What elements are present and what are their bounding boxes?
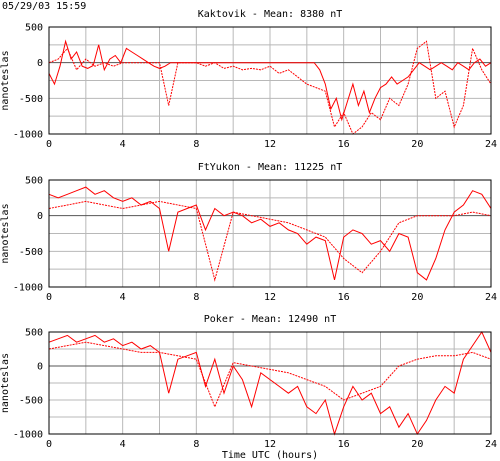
- plot-frame: [48, 179, 492, 288]
- x-tick-label: 24: [485, 439, 497, 450]
- x-tick-label: 12: [264, 292, 276, 303]
- y-tick-label: -500: [19, 247, 43, 258]
- x-tick-label: 12: [264, 439, 276, 450]
- y-axis-label: nanoteslas: [0, 50, 11, 110]
- plot-frame: [48, 331, 492, 435]
- y-tick-label: 500: [25, 328, 43, 339]
- panel-title: Kaktovik - Mean: 8380 nT: [198, 9, 343, 20]
- x-tick-label: 0: [46, 292, 52, 303]
- y-tick-label: 500: [25, 176, 43, 187]
- x-tick-label: 24: [485, 139, 497, 150]
- y-tick-label: -500: [19, 396, 43, 407]
- x-tick-label: 20: [411, 439, 423, 450]
- x-axis-title: Time UTC (hours): [222, 450, 318, 461]
- x-tick-label: 4: [120, 439, 126, 450]
- x-tick-label: 16: [338, 292, 350, 303]
- panel-title: FtYukon - Mean: 11225 nT: [198, 162, 343, 173]
- x-tick-label: 24: [485, 292, 497, 303]
- x-tick-label: 8: [193, 439, 199, 450]
- y-axis-label: nanoteslas: [0, 353, 11, 413]
- x-tick-label: 8: [193, 139, 199, 150]
- x-tick-label: 20: [411, 139, 423, 150]
- x-tick-label: 8: [193, 292, 199, 303]
- y-tick-label: -1000: [13, 130, 43, 141]
- y-tick-label: -1000: [13, 430, 43, 441]
- y-tick-label: 0: [37, 211, 43, 222]
- series-line: [48, 341, 492, 409]
- series-line: [48, 186, 492, 281]
- panel-title: Poker - Mean: 12490 nT: [204, 314, 336, 325]
- y-tick-label: -500: [19, 94, 43, 105]
- x-tick-label: 4: [120, 139, 126, 150]
- plot-frame: [48, 26, 492, 135]
- x-tick-label: 16: [338, 439, 350, 450]
- x-tick-label: 16: [338, 139, 350, 150]
- x-tick-label: 4: [120, 292, 126, 303]
- y-tick-label: 0: [37, 58, 43, 69]
- timestamp: 05/29/03 15:59: [2, 1, 86, 12]
- y-tick-label: 500: [25, 23, 43, 34]
- x-tick-label: 0: [46, 439, 52, 450]
- y-axis-label: nanoteslas: [0, 203, 11, 263]
- x-tick-label: 0: [46, 139, 52, 150]
- series-line: [48, 40, 492, 135]
- x-tick-label: 12: [264, 139, 276, 150]
- x-tick-label: 20: [411, 292, 423, 303]
- y-tick-label: -1000: [13, 283, 43, 294]
- series-line: [48, 39, 492, 122]
- series-line: [48, 200, 492, 282]
- y-tick-label: 0: [37, 362, 43, 373]
